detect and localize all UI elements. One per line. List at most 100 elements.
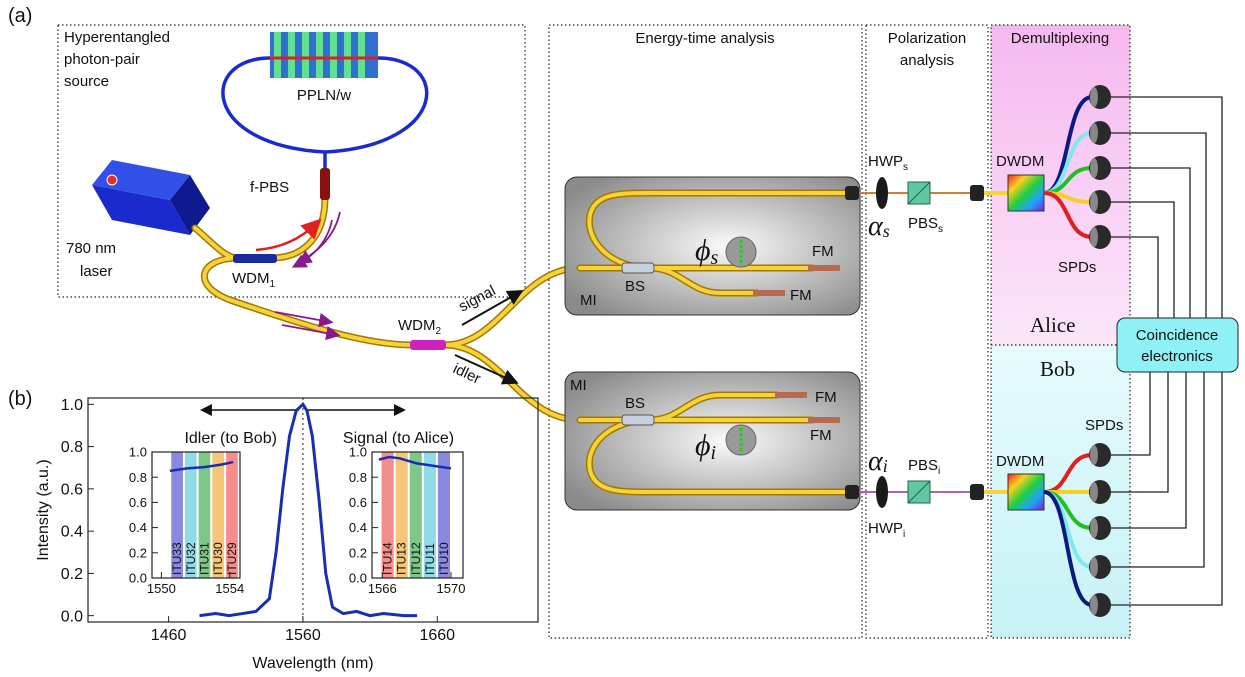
y-tick-label: 0.0	[129, 571, 147, 586]
laser	[92, 160, 210, 235]
y-tick-label: 0.2	[349, 545, 367, 560]
subscript: s	[938, 224, 943, 235]
detector-face	[1090, 595, 1098, 615]
beam-splitter	[622, 263, 654, 273]
beam-splitter	[622, 415, 654, 425]
detector-face	[1090, 192, 1098, 212]
dwdm-label: DWDM	[996, 453, 1044, 470]
y-tick-label: 0.0	[349, 571, 367, 586]
bs-label: BS	[625, 278, 645, 295]
label: PBS	[908, 215, 938, 232]
mirror	[808, 417, 840, 423]
hwp	[876, 476, 888, 508]
source-title: photon-pair	[64, 51, 140, 68]
hwp-label: HWPs	[868, 153, 908, 173]
x-tick-label: 1460	[151, 627, 187, 644]
angle-label: αi	[868, 446, 888, 477]
subscript: s	[711, 247, 719, 269]
figure: (a) Hyperentangled photon-pair source En…	[0, 0, 1245, 677]
channel-label: ITU31	[197, 542, 211, 575]
y-tick-label: 0.8	[349, 470, 367, 485]
laser-label: laser	[80, 263, 113, 280]
y-tick-label: 1.0	[349, 445, 367, 460]
wdm1-label: WDM1	[232, 270, 276, 290]
polarization-box	[866, 25, 988, 638]
channel-label: ITU11	[423, 543, 437, 575]
channel-label: ITU29	[225, 542, 239, 575]
y-tick-label: 0.2	[129, 545, 147, 560]
x-tick-label: 1550	[147, 581, 176, 596]
wdm2-label: WDM2	[398, 317, 442, 337]
section-title: Demultiplexing	[1011, 30, 1109, 47]
y-tick-label: 0.8	[61, 439, 83, 456]
y-tick-label: 0.6	[129, 495, 147, 510]
mirror	[753, 290, 785, 296]
party-label: Alice	[1030, 313, 1075, 337]
pbs-label: f-PBS	[250, 179, 289, 196]
spds-label: SPDs	[1085, 417, 1123, 434]
y-tick-label: 0.6	[61, 481, 83, 498]
collimator	[970, 484, 984, 500]
panel-label: (a)	[8, 5, 32, 27]
subscript: i	[883, 456, 888, 476]
label: HWP	[868, 520, 903, 537]
symbol: ϕ	[695, 234, 711, 267]
spds-label: SPDs	[1058, 259, 1096, 276]
fibers	[195, 198, 580, 420]
y-axis-label: Intensity (a.u.)	[35, 459, 52, 560]
energy-time-box	[549, 25, 862, 638]
wdm2	[410, 340, 446, 350]
y-tick-label: 0.2	[61, 566, 83, 583]
subscript: i	[711, 442, 717, 464]
mi-label: MI	[580, 292, 597, 309]
symbol: α	[868, 446, 884, 477]
detector-face	[1090, 158, 1098, 178]
panel-b: (b) Wavelength (nm)Intensity (a.u.)Idler…	[8, 388, 538, 672]
collimator	[845, 485, 859, 499]
subscript: s	[883, 221, 890, 241]
detector-face	[1090, 518, 1098, 538]
party-label: Bob	[1040, 357, 1075, 381]
pbs-label: PBSi	[908, 457, 940, 477]
pbs-label: PBSs	[908, 215, 943, 235]
y-tick-label: 0.4	[349, 520, 367, 535]
y-tick-label: 1.0	[129, 445, 147, 460]
symbol: α	[868, 211, 884, 242]
channel-label: ITU10	[437, 542, 451, 575]
source-title: Hyperentangled	[64, 29, 170, 46]
y-tick-label: 1.0	[61, 397, 83, 414]
collimator	[845, 186, 859, 200]
bs-label: BS	[625, 395, 645, 412]
x-tick-label: 1554	[215, 581, 244, 596]
x-axis-label: Wavelength (nm)	[252, 655, 373, 672]
section-title: Energy-time analysis	[635, 30, 774, 47]
detector-face	[1090, 557, 1098, 577]
detector-face	[1090, 87, 1098, 107]
mirror	[775, 392, 807, 398]
mi-label: MI	[570, 377, 587, 394]
collimator	[970, 185, 984, 201]
y-tick-label: 0.8	[129, 470, 147, 485]
x-tick-label: 1570	[437, 581, 466, 596]
section-title: analysis	[900, 52, 954, 69]
channel-label: ITU32	[184, 542, 198, 575]
mirror	[808, 265, 840, 271]
detector-face	[1090, 445, 1098, 465]
coincidence-label: electronics	[1141, 348, 1213, 365]
subscript: i	[903, 529, 905, 540]
channel-label: ITU30	[211, 542, 225, 575]
channel-label: ITU33	[170, 542, 184, 575]
dwdm-label: DWDM	[996, 153, 1044, 170]
fm-label: FM	[790, 287, 812, 304]
detector-face	[1090, 482, 1098, 502]
panel-label: (b)	[8, 388, 32, 410]
crystal-label: PPLN/w	[297, 87, 351, 104]
x-tick-label: 1566	[368, 581, 397, 596]
coincidence-label: Coincidence	[1136, 327, 1219, 344]
channel-label: ITU13	[395, 542, 409, 575]
channel-label: ITU14	[381, 542, 395, 575]
subscript: i	[938, 466, 940, 477]
x-tick-label: 1660	[419, 627, 455, 644]
signal-label: signal	[456, 282, 499, 315]
detector-face	[1090, 227, 1098, 247]
